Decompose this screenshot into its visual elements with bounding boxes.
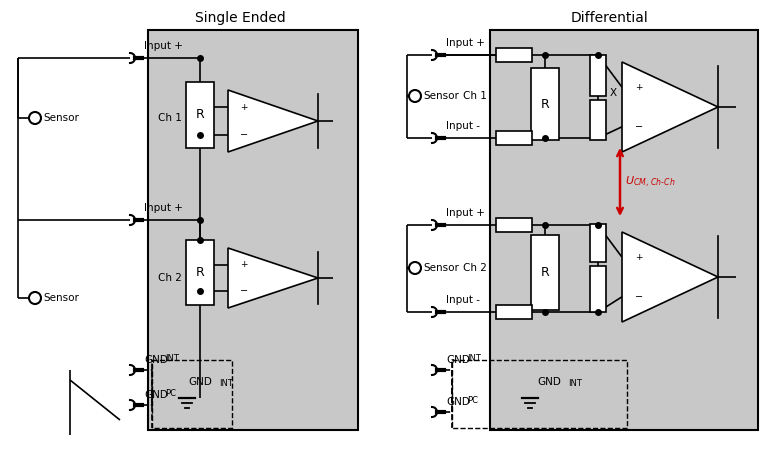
Text: Sensor: Sensor <box>43 113 79 123</box>
Bar <box>186 82 214 148</box>
Circle shape <box>409 90 421 102</box>
Bar <box>590 224 606 262</box>
Circle shape <box>409 262 421 274</box>
Bar <box>590 55 606 96</box>
Text: −: − <box>635 122 643 132</box>
Text: Input +: Input + <box>144 203 183 213</box>
Text: GND: GND <box>538 377 561 387</box>
Text: +: + <box>636 253 643 262</box>
Text: +: + <box>241 260 248 269</box>
Bar <box>590 266 606 312</box>
Text: Differential: Differential <box>571 11 649 25</box>
Text: INT: INT <box>219 380 233 389</box>
Text: X: X <box>610 88 617 98</box>
Bar <box>452 360 627 428</box>
Text: Ch 1: Ch 1 <box>463 91 487 101</box>
Text: R: R <box>195 108 205 121</box>
Text: INT: INT <box>568 380 582 389</box>
Text: Ch 2: Ch 2 <box>463 263 487 273</box>
Circle shape <box>29 112 41 124</box>
Polygon shape <box>228 248 318 308</box>
Bar <box>152 360 232 428</box>
Text: Ch 1: Ch 1 <box>158 113 182 123</box>
Bar <box>496 131 532 145</box>
Bar <box>496 218 532 232</box>
Bar <box>496 48 532 62</box>
Text: Input +: Input + <box>144 41 183 51</box>
Text: PC: PC <box>165 389 176 398</box>
Text: GND: GND <box>144 355 168 365</box>
Bar <box>531 235 559 310</box>
Circle shape <box>29 292 41 304</box>
Bar <box>186 240 214 305</box>
Text: +: + <box>636 83 643 92</box>
Text: Input -: Input - <box>446 121 480 131</box>
Text: INT: INT <box>165 354 179 363</box>
Bar <box>148 30 358 430</box>
Polygon shape <box>622 232 718 322</box>
Text: Sensor: Sensor <box>43 293 79 303</box>
Text: $U_{CM,\, Ch\text{-}Ch}$: $U_{CM,\, Ch\text{-}Ch}$ <box>625 175 676 190</box>
Text: INT: INT <box>467 354 481 363</box>
Polygon shape <box>622 62 718 152</box>
Text: GND: GND <box>446 355 470 365</box>
Bar <box>531 68 559 140</box>
Text: Sensor: Sensor <box>423 91 459 101</box>
Text: PC: PC <box>467 396 478 405</box>
Text: GND: GND <box>144 390 168 400</box>
Text: GND: GND <box>446 397 470 407</box>
Bar <box>496 305 532 319</box>
Polygon shape <box>228 90 318 152</box>
Text: +: + <box>241 103 248 112</box>
Text: Input -: Input - <box>446 295 480 305</box>
Bar <box>490 30 758 430</box>
Text: Ch 2: Ch 2 <box>158 273 182 283</box>
Bar <box>590 100 606 140</box>
Text: −: − <box>240 286 248 296</box>
Text: Single Ended: Single Ended <box>195 11 286 25</box>
Text: Sensor: Sensor <box>423 263 459 273</box>
Text: R: R <box>541 266 549 279</box>
Text: Input +: Input + <box>446 208 485 218</box>
Text: R: R <box>195 266 205 279</box>
Text: −: − <box>240 130 248 140</box>
Text: Input +: Input + <box>446 38 485 48</box>
Text: R: R <box>541 98 549 111</box>
Text: GND: GND <box>188 377 212 387</box>
Text: −: − <box>635 292 643 302</box>
